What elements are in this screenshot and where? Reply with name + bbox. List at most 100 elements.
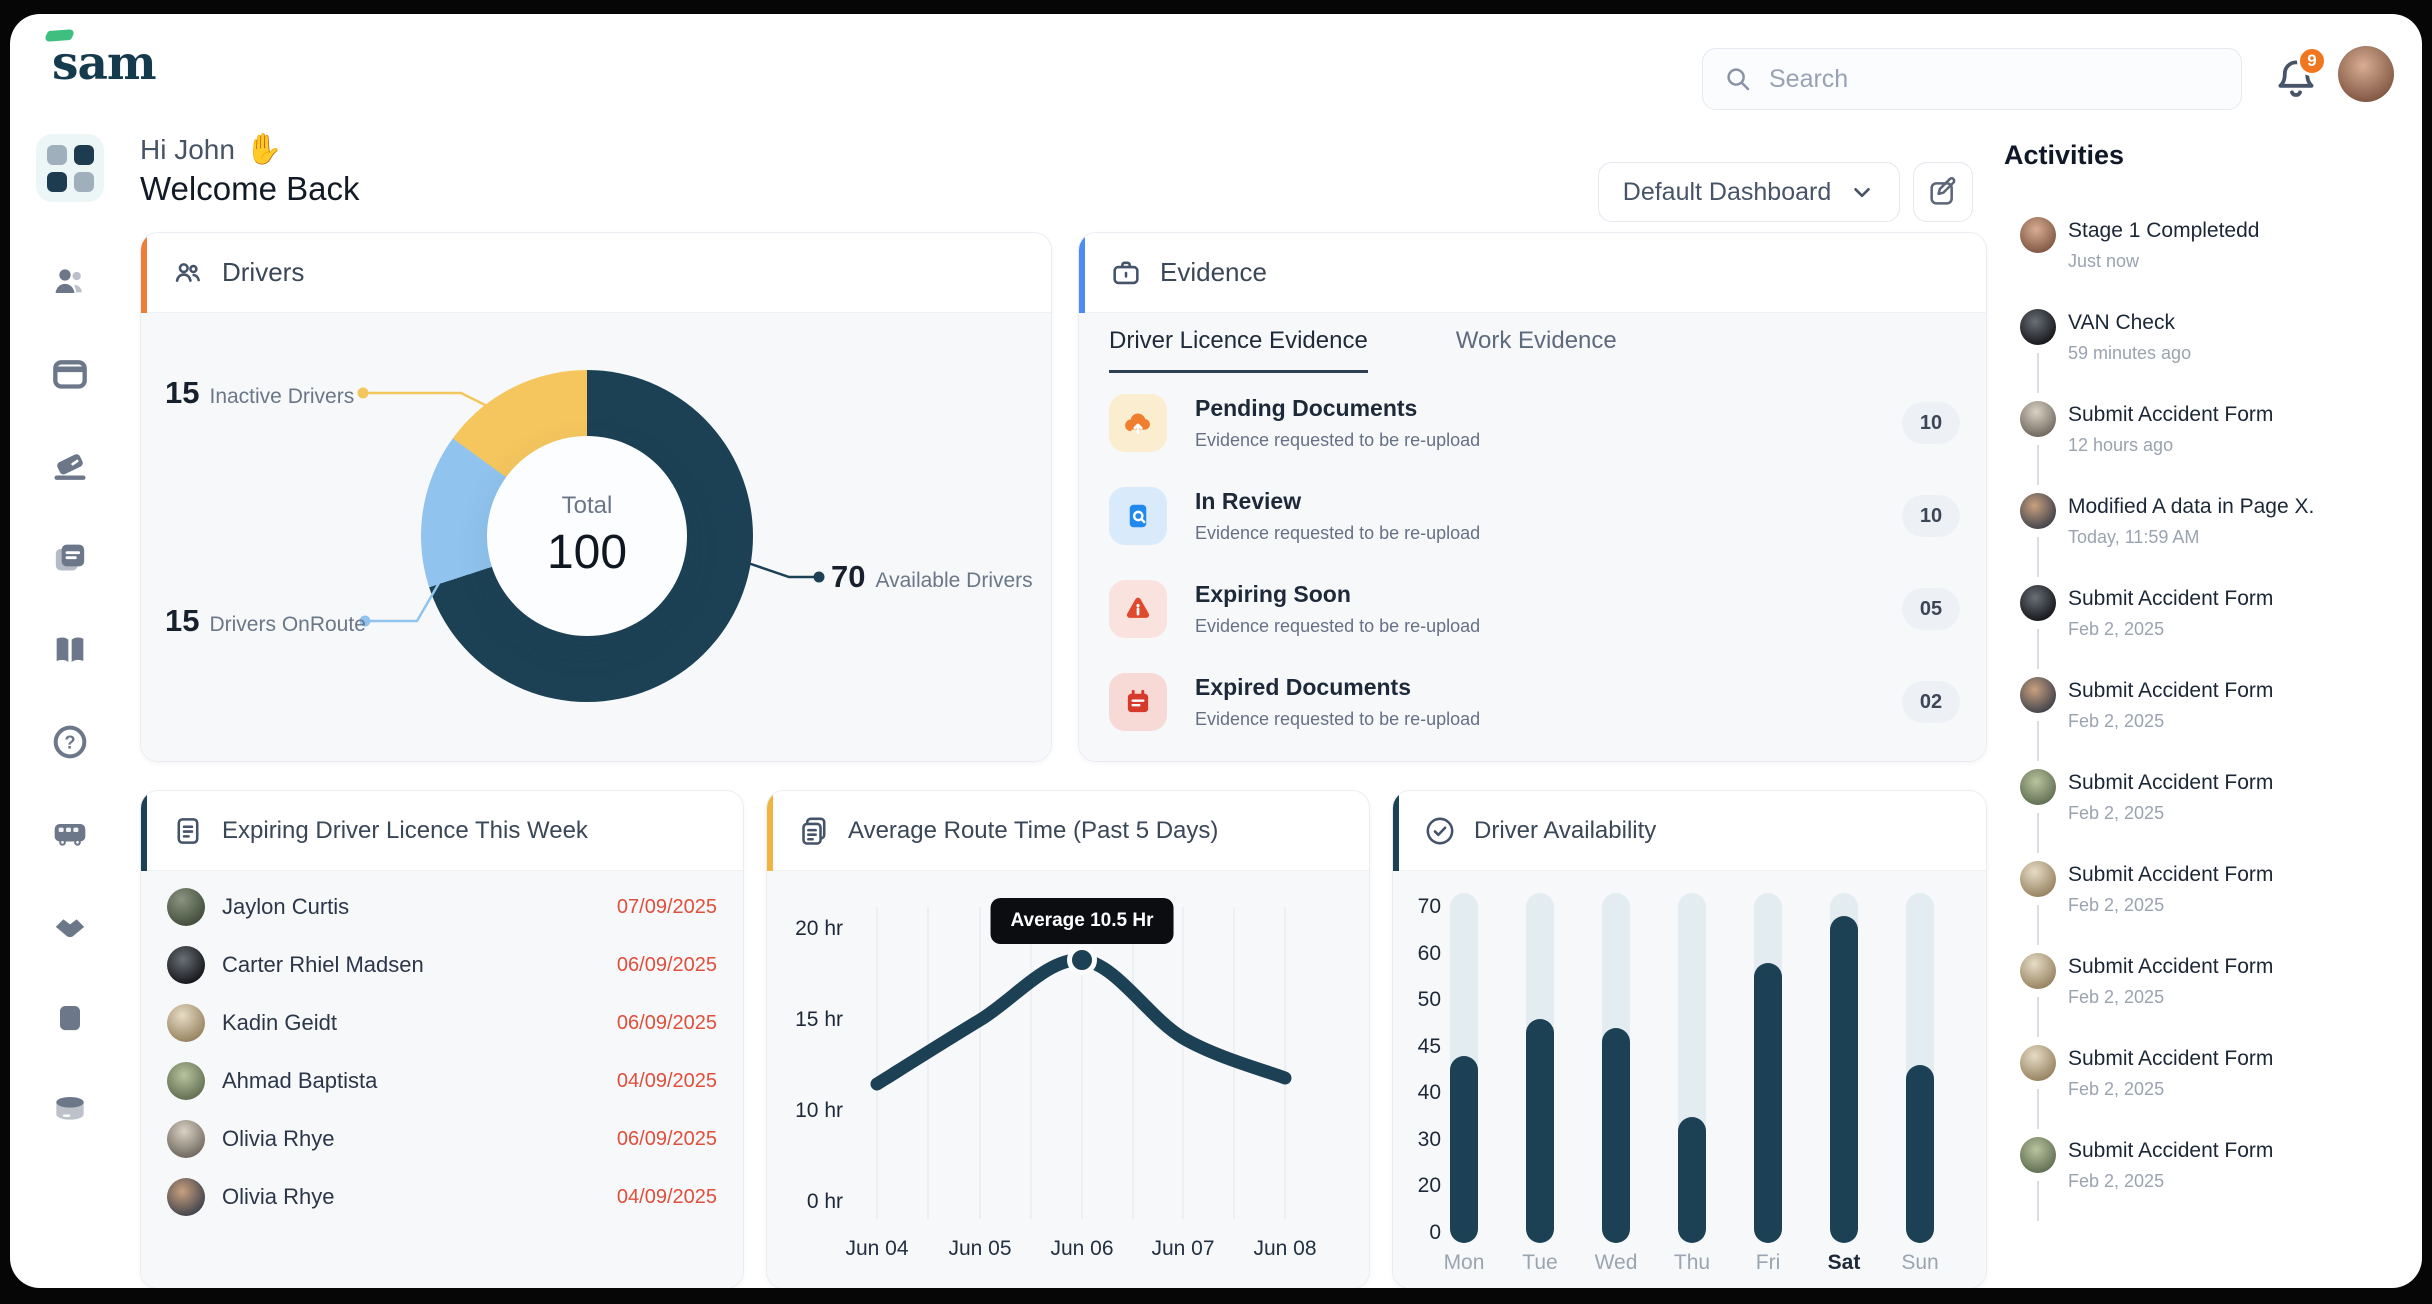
activity-title: Submit Accident Form	[2068, 403, 2274, 426]
x-axis-label: Thu	[1673, 1251, 1711, 1274]
doc-search-icon	[1122, 500, 1154, 532]
sidebar-item-calendar[interactable]	[50, 354, 90, 394]
x-axis-label: Jun 05	[948, 1237, 1012, 1260]
search-input[interactable]	[1767, 63, 2221, 95]
bar-fill	[1450, 1056, 1478, 1243]
timeline-connector	[2037, 1089, 2039, 1129]
sidebar-item-help[interactable]: ?	[50, 722, 90, 762]
activity-item[interactable]: Submit Accident Form Feb 2, 2025	[2004, 953, 2422, 1037]
data-point-marker	[1067, 945, 1097, 975]
x-axis-label: Sun	[1901, 1251, 1939, 1274]
x-axis-label: Mon	[1443, 1251, 1485, 1274]
sidebar-item-team[interactable]	[50, 262, 90, 302]
legend-value: 70	[831, 559, 866, 594]
sidebar-item-handbook[interactable]	[50, 630, 90, 670]
activity-item[interactable]: Submit Accident Form Feb 2, 2025	[2004, 861, 2422, 945]
evidence-row-title: In Review	[1195, 488, 1302, 514]
gridline	[1182, 907, 1184, 1219]
sidebar-item-storage[interactable]	[50, 1090, 90, 1130]
notification-badge: 9	[2297, 46, 2327, 76]
evidence-row[interactable]: Expiring Soon Evidence requested to be re…	[1109, 580, 1960, 638]
evidence-row-title: Pending Documents	[1195, 395, 1418, 421]
sidebar-item-device[interactable]	[50, 998, 90, 1038]
activity-item[interactable]: Submit Accident Form Feb 2, 2025	[2004, 677, 2422, 761]
team-icon	[50, 269, 90, 306]
x-axis-label: Wed	[1594, 1251, 1638, 1274]
licence-expiry-date: 04/09/2025	[616, 1185, 717, 1208]
sidebar-item-dashboard[interactable]	[36, 134, 104, 202]
activity-item[interactable]: Submit Accident Form Feb 2, 2025	[2004, 769, 2422, 853]
search-bar[interactable]	[1702, 48, 2242, 110]
timeline-connector	[2037, 721, 2039, 761]
driver-row[interactable]: Carter Rhiel Madsen 06/09/2025	[167, 943, 717, 987]
activity-item[interactable]: Modified A data in Page X. Today, 11:59 A…	[2004, 493, 2422, 577]
evidence-rows: Pending Documents Evidence requested to b…	[1079, 373, 1986, 731]
evidence-row-subtitle: Evidence requested to be re-upload	[1195, 616, 1481, 636]
card-title: Drivers	[222, 257, 305, 287]
evidence-row-subtitle: Evidence requested to be re-upload	[1195, 430, 1481, 450]
documents-icon	[50, 544, 90, 582]
sidebar-item-fleet[interactable]	[50, 814, 90, 854]
activity-item[interactable]: Submit Accident Form Feb 2, 2025	[2004, 1045, 2422, 1129]
evidence-row[interactable]: Pending Documents Evidence requested to b…	[1109, 394, 1960, 452]
evidence-row-text: In Review Evidence requested to be re-upl…	[1195, 488, 1480, 544]
tab-driver-licence-evidence[interactable]: Driver Licence Evidence	[1109, 327, 1368, 373]
y-axis-label: 45	[1417, 1034, 1441, 1058]
driver-row[interactable]: Olivia Rhye 06/09/2025	[167, 1117, 717, 1161]
alert-icon	[1122, 593, 1154, 625]
driver-name: Olivia Rhye	[222, 1184, 335, 1209]
y-axis-label: 30	[1417, 1127, 1441, 1151]
activity-item[interactable]: VAN Check 59 minutes ago	[2004, 309, 2422, 393]
user-avatar[interactable]	[2338, 46, 2394, 102]
notifications-button[interactable]: 9	[2272, 46, 2327, 102]
storage-icon	[50, 1097, 90, 1134]
activity-item[interactable]: Submit Accident Form Feb 2, 2025	[2004, 585, 2422, 669]
evidence-row[interactable]: In Review Evidence requested to be re-upl…	[1109, 487, 1960, 545]
y-axis-label: 0	[1429, 1221, 1441, 1244]
bar-fill	[1830, 916, 1858, 1243]
evidence-row[interactable]: Expired Documents Evidence requested to b…	[1109, 673, 1960, 731]
y-axis-label: 70	[1417, 895, 1441, 918]
activity-avatar	[2020, 585, 2056, 621]
driver-row[interactable]: Jaylon Curtis 07/09/2025	[167, 885, 717, 929]
activity-time: Feb 2, 2025	[2068, 895, 2165, 915]
y-axis-label: 15 hr	[795, 1008, 843, 1031]
driver-avatar	[167, 1004, 205, 1042]
driver-row[interactable]: Kadin Geidt 06/09/2025	[167, 1001, 717, 1045]
activity-avatar	[2020, 677, 2056, 713]
evidence-row-title: Expiring Soon	[1195, 581, 1351, 607]
tab-work-evidence[interactable]: Work Evidence	[1455, 327, 1617, 354]
sidebar-item-documents[interactable]	[50, 538, 90, 578]
driver-avatar	[167, 888, 205, 926]
sidebar-item-partnerships[interactable]	[50, 906, 90, 946]
dashboard-selector[interactable]: Default Dashboard	[1598, 162, 1900, 222]
activity-item[interactable]: Submit Accident Form 12 hours ago	[2004, 401, 2422, 485]
edit-dashboard-button[interactable]	[1913, 162, 1973, 222]
activity-item[interactable]: Submit Accident Form Feb 2, 2025	[2004, 1137, 2422, 1221]
sidebar-item-approvals[interactable]	[50, 446, 90, 486]
x-axis-label: Jun 04	[845, 1237, 909, 1260]
chart-tooltip: Average 10.5 Hr	[990, 898, 1174, 944]
driver-row[interactable]: Olivia Rhye 04/09/2025	[167, 1175, 717, 1219]
activity-time: Feb 2, 2025	[2068, 711, 2165, 731]
activity-title: VAN Check	[2068, 311, 2175, 334]
activity-item[interactable]: Stage 1 Completedd Just now	[2004, 217, 2422, 277]
bar-fill	[1906, 1065, 1934, 1243]
card-title: Average Route Time (Past 5 Days)	[848, 816, 1219, 844]
activity-avatar	[2020, 861, 2056, 897]
activity-title: Submit Accident Form	[2068, 863, 2274, 886]
route-time-line	[870, 945, 1292, 1091]
svg-text:?: ?	[64, 732, 75, 753]
average-route-time-card: Average Route Time (Past 5 Days) 0 hr 10 …	[766, 790, 1370, 1288]
activity-title: Stage 1 Completedd	[2068, 219, 2260, 242]
cloud-upload-icon	[1122, 407, 1154, 439]
briefcase-icon	[1109, 256, 1143, 290]
driver-availability-chart: 0 20 30 40 45 50 60 70 Mon Tue Wed Thu Fri Sat Sun	[1393, 871, 1986, 1288]
legend-value: 15	[165, 375, 200, 410]
driver-row[interactable]: Ahmad Baptista 04/09/2025	[167, 1059, 717, 1103]
driver-availability-card: Driver Availability 0 20 30 40 45 50 60 70 Mon Tu…	[1392, 790, 1987, 1288]
evidence-row-title: Expired Documents	[1195, 674, 1411, 700]
timeline-connector	[2037, 905, 2039, 945]
users-icon	[171, 256, 205, 290]
calendar-icon	[1122, 686, 1154, 718]
